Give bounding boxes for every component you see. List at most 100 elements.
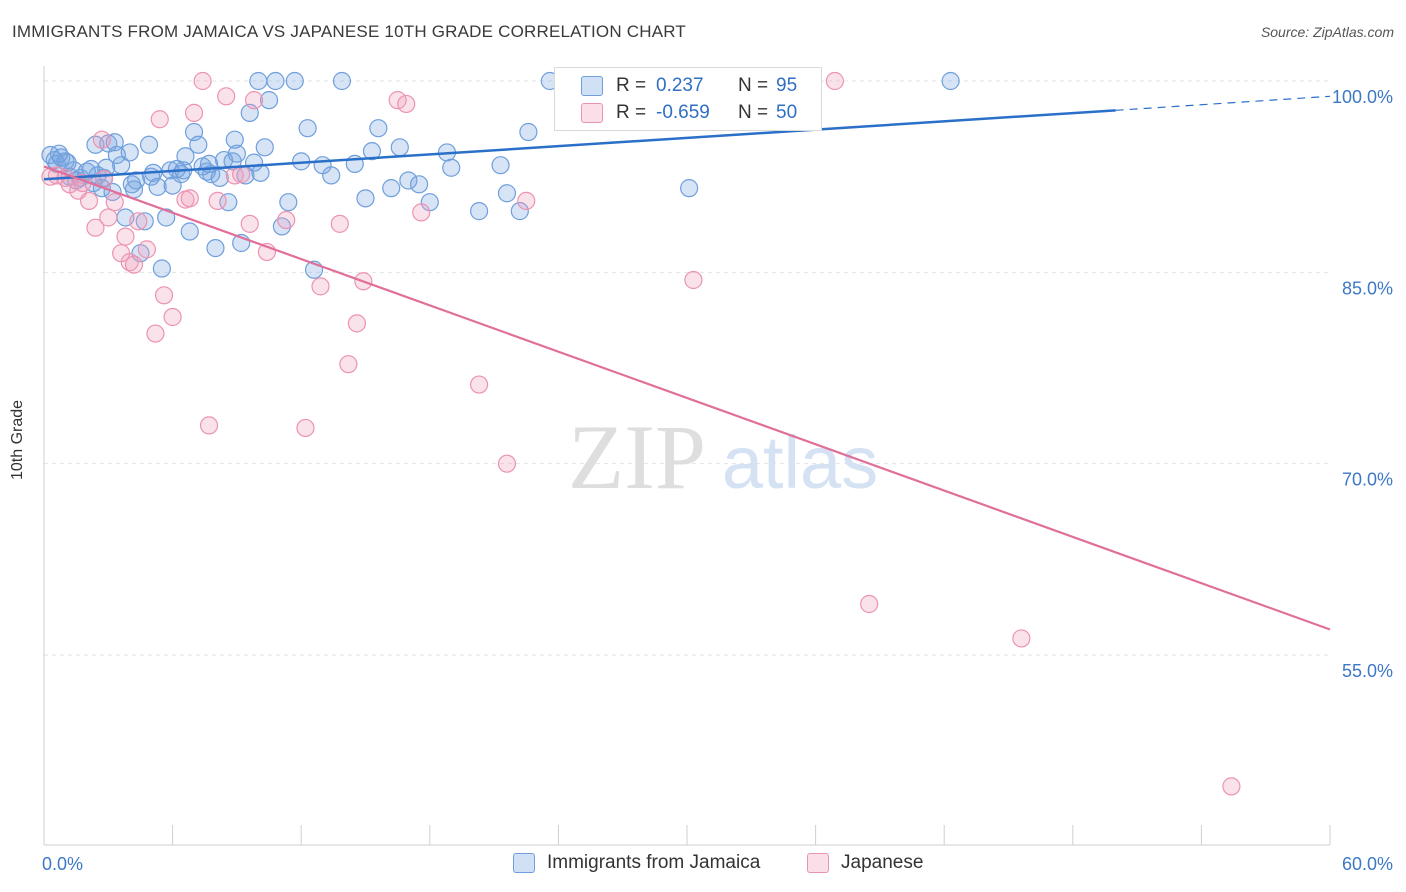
point-japanese — [124, 255, 144, 274]
legend-r-label: R = — [616, 75, 647, 96]
point-japanese — [180, 189, 199, 208]
point-japanese — [684, 270, 703, 290]
point-jamaica — [139, 135, 159, 154]
point-japanese — [116, 227, 135, 246]
trend-line-japanese — [43, 165, 1331, 631]
point-japanese — [311, 277, 330, 296]
legend-row-jamaica: R = 0.237 N = 95 — [581, 73, 797, 99]
y-tick-label: 100.0% — [1332, 87, 1393, 107]
point-japanese — [1222, 777, 1241, 796]
legend-item-japanese: Japanese — [807, 852, 923, 874]
point-japanese — [79, 191, 99, 211]
watermark-zip: ZIP — [568, 406, 706, 508]
point-japanese — [208, 191, 227, 211]
legend-item-jamaica: Immigrants from Jamaica — [513, 852, 760, 874]
point-jamaica — [135, 212, 154, 231]
point-jamaica — [362, 142, 382, 161]
point-japanese — [825, 71, 844, 91]
point-jamaica — [259, 91, 279, 110]
y-tick-label: 70.0% — [1342, 470, 1393, 490]
point-jamaica — [180, 222, 199, 241]
y-tick-label: 85.0% — [1342, 278, 1393, 298]
watermark-atlas: atlas — [722, 421, 878, 504]
point-jamaica — [390, 138, 409, 157]
trend-lines — [43, 95, 1331, 631]
point-jamaica — [124, 180, 144, 199]
stats-legend: R = 0.237 N = 95 R = -0.659 N = 50 — [554, 67, 822, 131]
legend-swatch-jamaica — [513, 853, 535, 873]
point-jamaica — [519, 122, 538, 142]
point-japanese — [347, 314, 367, 333]
point-jamaica — [491, 156, 510, 175]
point-japanese — [137, 240, 156, 259]
point-japanese — [497, 454, 517, 473]
point-jamaica — [249, 71, 268, 91]
point-jamaica — [285, 71, 304, 91]
point-jamaica — [49, 144, 69, 163]
point-japanese — [99, 208, 118, 227]
legend-label-japanese: Japanese — [841, 852, 924, 873]
legend-swatch-japanese — [581, 103, 603, 123]
point-jamaica — [225, 130, 244, 149]
point-japanese — [517, 191, 536, 211]
y-axis-title: 10th Grade — [9, 399, 26, 480]
legend-row-japanese: R = -0.659 N = 50 — [581, 100, 797, 126]
point-japanese — [296, 418, 315, 438]
trend-line-dashed-jamaica — [1115, 95, 1331, 111]
point-japanese — [339, 355, 358, 374]
point-jamaica — [279, 193, 298, 212]
axes — [43, 66, 1331, 846]
point-jamaica — [210, 168, 229, 188]
point-japanese — [163, 307, 182, 327]
y-tick-label: 55.0% — [1342, 661, 1393, 681]
point-jamaica — [206, 238, 225, 258]
point-jamaica — [176, 147, 195, 166]
legend-label-jamaica: Immigrants from Jamaica — [547, 852, 761, 873]
tick-labels: 100.0% 85.0% 70.0% 55.0% 0.0% 60.0% — [42, 87, 1393, 874]
point-jamaica — [189, 135, 208, 154]
legend-r-value: 0.237 — [656, 75, 704, 96]
point-jamaica — [941, 71, 960, 91]
legend-swatch-japanese — [807, 853, 829, 873]
point-jamaica — [227, 144, 246, 163]
point-jamaica — [148, 177, 167, 196]
legend-n-value: 95 — [776, 75, 798, 96]
point-japanese — [412, 203, 431, 222]
point-japanese — [244, 91, 264, 110]
data-points — [41, 71, 1241, 796]
legend-r-label: R = — [616, 102, 647, 123]
point-jamaica — [680, 179, 699, 198]
point-japanese — [146, 324, 165, 343]
legend-n-value: 50 — [776, 102, 798, 123]
point-japanese — [240, 214, 259, 233]
point-japanese — [860, 594, 879, 614]
x-tick-label: 0.0% — [42, 854, 83, 874]
point-jamaica — [152, 259, 171, 278]
trend-line-jamaica — [43, 109, 1116, 181]
point-japanese — [330, 214, 349, 233]
point-jamaica — [298, 119, 317, 138]
point-japanese — [1012, 629, 1031, 648]
point-jamaica — [255, 138, 274, 157]
point-jamaica — [469, 202, 489, 221]
point-japanese — [184, 103, 204, 122]
chart-source: Source: ZipAtlas.com — [1260, 24, 1394, 40]
point-jamaica — [157, 208, 176, 227]
point-japanese — [86, 218, 105, 237]
point-jamaica — [322, 166, 341, 185]
point-jamaica — [409, 175, 429, 194]
point-japanese — [397, 94, 416, 114]
point-japanese — [469, 375, 489, 394]
point-japanese — [154, 286, 174, 305]
point-jamaica — [510, 202, 529, 221]
point-jamaica — [399, 171, 418, 190]
legend-r-value: -0.659 — [656, 102, 710, 123]
point-japanese — [129, 212, 148, 231]
x-tick-label: 60.0% — [1342, 854, 1393, 874]
point-jamaica — [497, 184, 517, 203]
point-japanese — [92, 130, 111, 149]
point-jamaica — [120, 143, 139, 162]
watermark: ZIP atlas — [568, 406, 878, 508]
point-japanese — [105, 193, 124, 212]
